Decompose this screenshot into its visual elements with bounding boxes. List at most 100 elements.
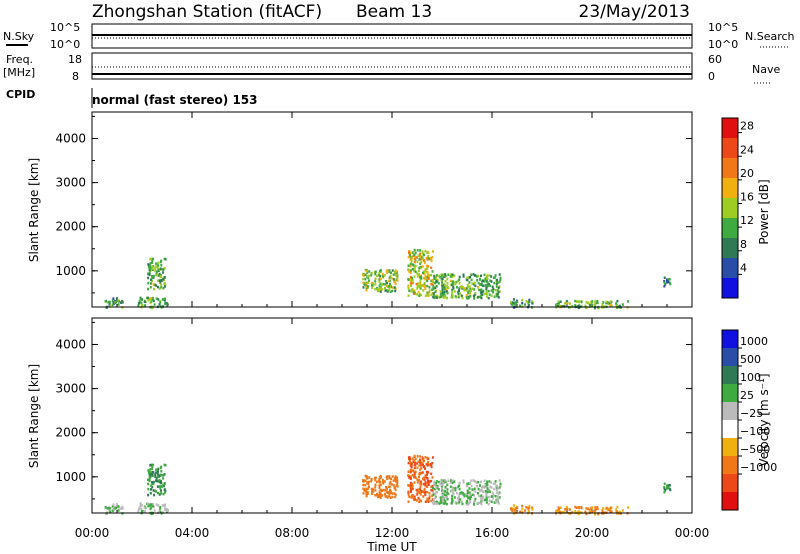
data-cell [466,494,469,498]
data-cell [574,505,577,509]
data-cell [610,510,613,514]
data-cell [428,492,431,495]
data-cell [411,487,414,491]
data-cell [151,471,154,474]
data-cell [408,459,411,463]
data-cell [160,474,163,477]
data-cell [427,254,430,258]
data-cell [443,290,446,293]
data-cell [455,280,458,284]
data-cell [362,274,365,277]
colorbar-swatch [722,384,738,402]
data-cell [389,480,392,484]
data-cell [488,499,491,502]
data-cell [513,303,516,306]
data-cell [422,271,424,275]
data-cell [408,495,411,499]
nave-tick-top: 60 [708,53,722,66]
data-cell [164,508,167,512]
data-cell [663,486,666,489]
data-cell [444,490,447,493]
data-cell [143,506,146,509]
data-cell [483,479,486,483]
data-cell [491,285,494,288]
data-cell [485,498,488,501]
data-cell [667,484,670,487]
colorbar-tick-label: −500 [740,443,770,456]
colorbar-swatch [722,258,738,278]
colorbar-swatch [722,438,738,456]
data-cell [425,462,428,466]
data-cell [160,492,163,495]
data-cell [493,276,496,279]
data-cell [469,287,472,291]
data-cell [511,507,514,510]
data-cell [428,274,431,277]
data-cell [497,291,500,294]
data-cell [381,272,384,276]
data-cell [374,486,377,489]
data-cell [391,492,394,495]
data-cell [459,286,462,289]
data-cell [371,492,374,495]
data-cell [365,476,368,479]
data-cell [148,478,151,482]
data-cell [490,486,493,489]
data-cell [163,473,166,476]
data-cell [413,463,416,466]
data-cell [366,491,369,494]
data-cell [368,485,370,488]
data-cell [616,299,619,303]
colorbar-tick-label: 25 [740,389,754,402]
data-cell [477,480,480,484]
data-cell [407,493,410,496]
data-cell [458,487,461,491]
data-cell [486,277,489,280]
data-cell [372,282,375,285]
data-cell [472,283,475,286]
data-cell [426,250,429,254]
data-cell [416,272,419,275]
data-cell [432,280,434,284]
data-cell [441,500,444,503]
data-cell [453,480,456,483]
data-cell [468,487,471,490]
data-cell [160,264,163,267]
data-cell [484,483,487,487]
data-cell [416,287,419,290]
data-cell [151,275,153,278]
data-cell [370,487,373,491]
data-cell [374,280,377,283]
data-cell [155,503,158,506]
data-cell [391,495,394,499]
data-cell [485,486,488,489]
data-cell [427,257,430,260]
data-cell [148,504,151,507]
data-cell [477,274,480,278]
data-cell [379,474,382,478]
data-cell [379,277,382,281]
data-cell [413,466,416,470]
data-cell [488,480,491,483]
data-cell [149,286,152,289]
data-cell [409,269,412,272]
data-cell [439,496,442,499]
data-cell [486,284,489,288]
data-cell [489,490,492,493]
data-cell [481,496,484,500]
data-cell [615,510,618,514]
data-cell [607,508,610,512]
data-cell [424,481,427,484]
data-cell [493,295,496,298]
data-cell [378,495,381,498]
data-cell [121,505,124,509]
data-cell [465,492,468,496]
data-cell [116,505,119,508]
data-cell [593,303,596,306]
data-cell [367,281,370,284]
data-cell [596,507,599,511]
data-cell [467,496,470,499]
data-cell [144,510,146,513]
data-cell [558,302,560,305]
colorbar-tick-label: 4 [740,261,747,274]
